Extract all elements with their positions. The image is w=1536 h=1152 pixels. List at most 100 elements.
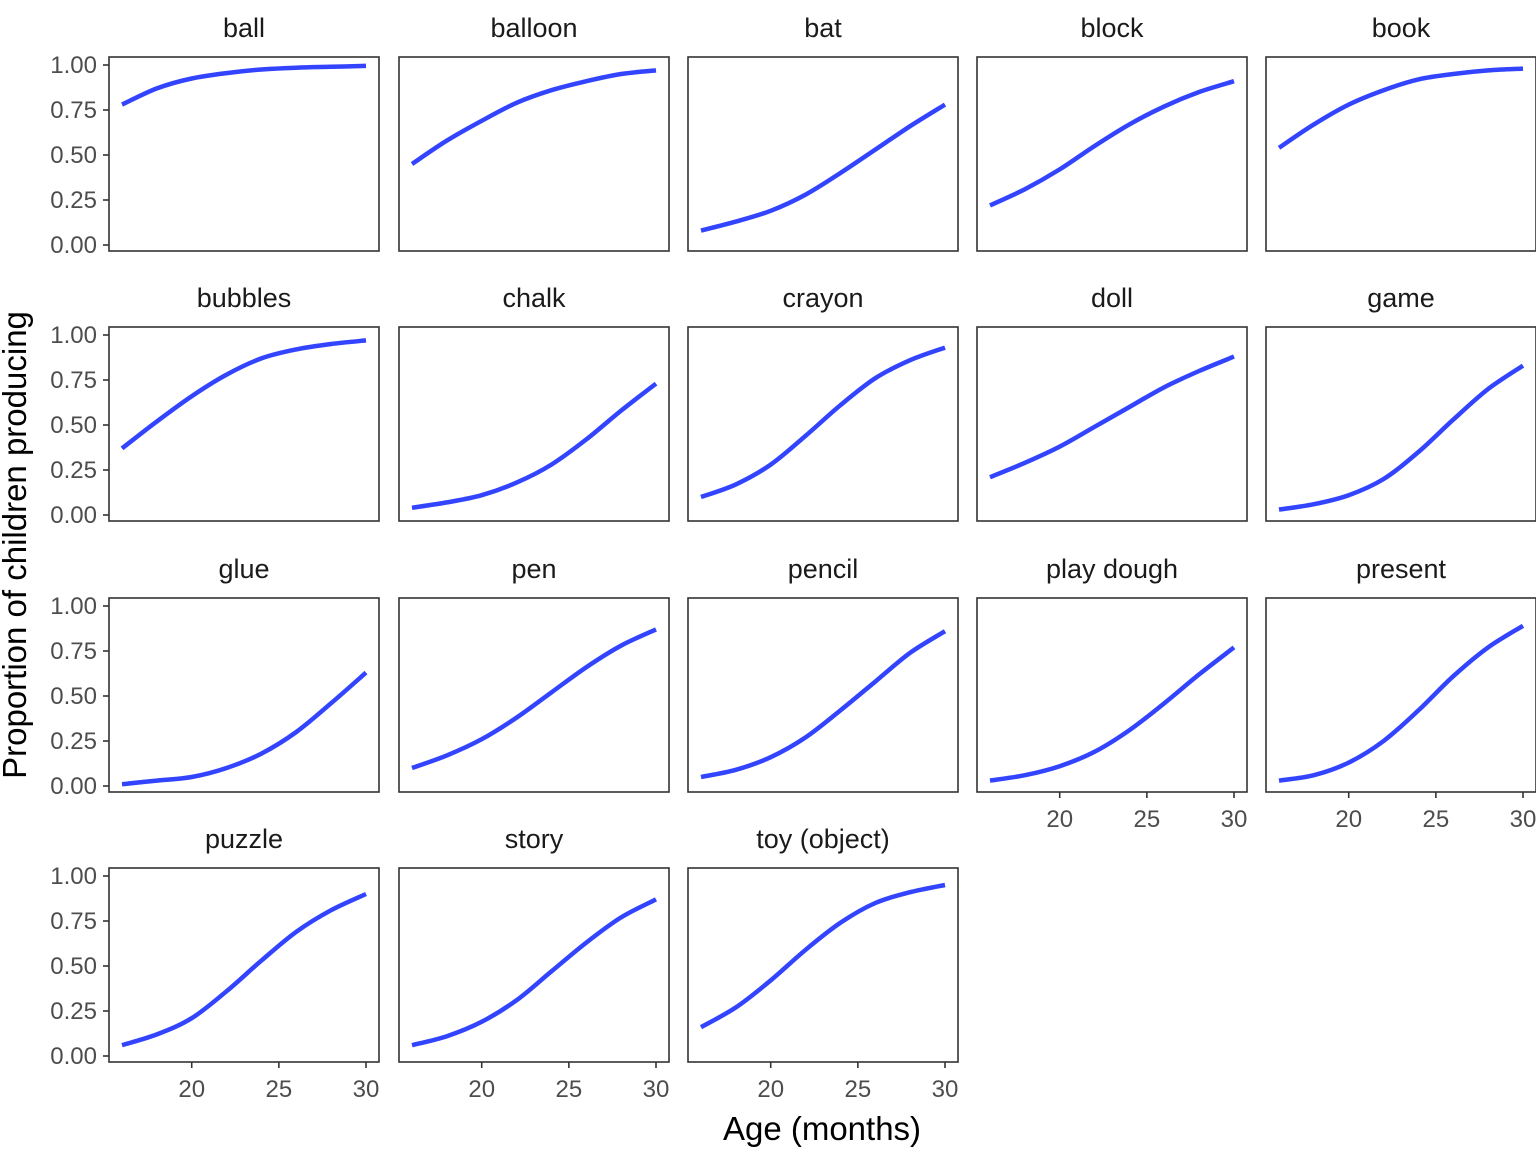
- y-tick-label: 0.00: [50, 773, 97, 800]
- x-tick-label: 30: [353, 1076, 380, 1103]
- panel-border: [1265, 326, 1536, 522]
- y-tick-label: 0.75: [50, 367, 97, 394]
- series-line: [120, 338, 367, 451]
- y-tick-label: 1.00: [50, 52, 97, 79]
- facet-panel: balloon: [398, 13, 670, 252]
- x-tick-label: 25: [1423, 806, 1450, 833]
- x-axis-title: Age (months): [723, 1110, 921, 1147]
- panel-border: [398, 56, 670, 252]
- facet-panel: bat: [687, 13, 959, 252]
- facet-title: present: [1356, 554, 1447, 584]
- series-line: [1277, 66, 1524, 150]
- series-line: [121, 63, 367, 107]
- facet-panel: present 20 25 30: [1265, 554, 1536, 833]
- facet-panel: game: [1265, 283, 1536, 522]
- x-tick-label: 25: [556, 1076, 583, 1103]
- series-line: [700, 345, 946, 500]
- series-line: [989, 79, 1235, 208]
- facet-title: story: [505, 824, 564, 854]
- facet-panel: bubbles 0.00 0.25 0.50 0.75 1.00: [50, 283, 380, 529]
- facet-panel: doll: [976, 283, 1248, 522]
- facet-title: book: [1372, 13, 1431, 43]
- panel-border: [976, 326, 1248, 522]
- x-tick-label: 25: [266, 1076, 293, 1103]
- x-tick-label: 25: [845, 1076, 872, 1103]
- panel-border: [687, 326, 959, 522]
- y-tick-label: 1.00: [50, 593, 97, 620]
- y-tick-label: 0.00: [50, 232, 97, 259]
- facet-panel: play dough 20 25 30: [976, 554, 1248, 833]
- series-line: [411, 381, 658, 511]
- facet-panel: crayon: [687, 283, 959, 522]
- panel-border: [687, 867, 959, 1063]
- y-tick-label: 0.50: [50, 953, 97, 980]
- series-line: [121, 891, 367, 1048]
- facet-panel: pencil: [687, 554, 959, 793]
- series-line: [410, 68, 657, 166]
- panel-border: [108, 326, 380, 522]
- facet-panels: ball 0.00 0.25 0.50 0.75 1.00 balloon bat block b…: [50, 13, 1536, 1103]
- panel-border: [398, 867, 670, 1063]
- panel-border: [398, 326, 670, 522]
- series-line: [989, 645, 1236, 783]
- y-tick-label: 0.25: [50, 998, 97, 1025]
- facet-title: doll: [1091, 283, 1133, 313]
- panel-border: [108, 56, 380, 252]
- series-line: [699, 882, 946, 1030]
- y-tick-label: 0.25: [50, 457, 97, 484]
- x-tick-label: 30: [1510, 806, 1536, 833]
- y-tick-label: 0.50: [50, 412, 97, 439]
- panel-border: [1265, 56, 1536, 252]
- facet-title: play dough: [1046, 554, 1178, 584]
- series-line: [411, 627, 657, 771]
- x-tick-label: 25: [1134, 806, 1161, 833]
- panel-border: [687, 597, 959, 793]
- facet-title: balloon: [490, 13, 577, 43]
- facet-title: game: [1367, 283, 1435, 313]
- facet-title: block: [1080, 13, 1144, 43]
- x-tick-label: 30: [932, 1076, 959, 1103]
- facet-title: bubbles: [197, 283, 292, 313]
- facet-panel: glue 0.00 0.25 0.50 0.75 1.00: [50, 554, 380, 800]
- x-tick-label: 20: [757, 1076, 784, 1103]
- y-tick-label: 1.00: [50, 863, 97, 890]
- facet-panel: toy (object) 20 25 30: [687, 824, 959, 1103]
- panel-border: [108, 867, 380, 1063]
- x-tick-label: 20: [1046, 806, 1073, 833]
- x-tick-label: 30: [1221, 806, 1248, 833]
- facet-title: chalk: [502, 283, 566, 313]
- series-line: [411, 897, 658, 1048]
- facet-title: pencil: [788, 554, 859, 584]
- facet-panel: story 20 25 30: [398, 824, 670, 1103]
- y-tick-label: 0.75: [50, 908, 97, 935]
- y-tick-label: 0.75: [50, 97, 97, 124]
- series-line: [700, 629, 947, 780]
- facet-title: crayon: [782, 283, 863, 313]
- y-axis-title: Proportion of children producing: [0, 311, 33, 779]
- facet-panel: chalk: [398, 283, 670, 522]
- facet-panel: block: [976, 13, 1248, 252]
- facet-title: pen: [511, 554, 556, 584]
- y-tick-label: 0.00: [50, 1043, 97, 1070]
- y-tick-label: 0.00: [50, 502, 97, 529]
- series-line: [121, 670, 368, 787]
- facet-title: ball: [223, 13, 265, 43]
- x-tick-label: 20: [178, 1076, 205, 1103]
- panel-border: [108, 597, 380, 793]
- panel-border: [976, 56, 1248, 252]
- panel-border: [687, 56, 959, 252]
- series-line: [700, 102, 947, 233]
- facet-title: glue: [218, 554, 269, 584]
- facet-panel: ball 0.00 0.25 0.50 0.75 1.00: [50, 13, 380, 259]
- x-tick-label: 20: [1335, 806, 1362, 833]
- y-tick-label: 0.50: [50, 683, 97, 710]
- facet-title: toy (object): [756, 824, 890, 854]
- panel-border: [398, 597, 670, 793]
- y-tick-label: 0.75: [50, 638, 97, 665]
- panel-border: [1265, 597, 1536, 793]
- y-tick-label: 0.50: [50, 142, 97, 169]
- series-line: [1278, 623, 1525, 783]
- facet-title: bat: [804, 13, 842, 43]
